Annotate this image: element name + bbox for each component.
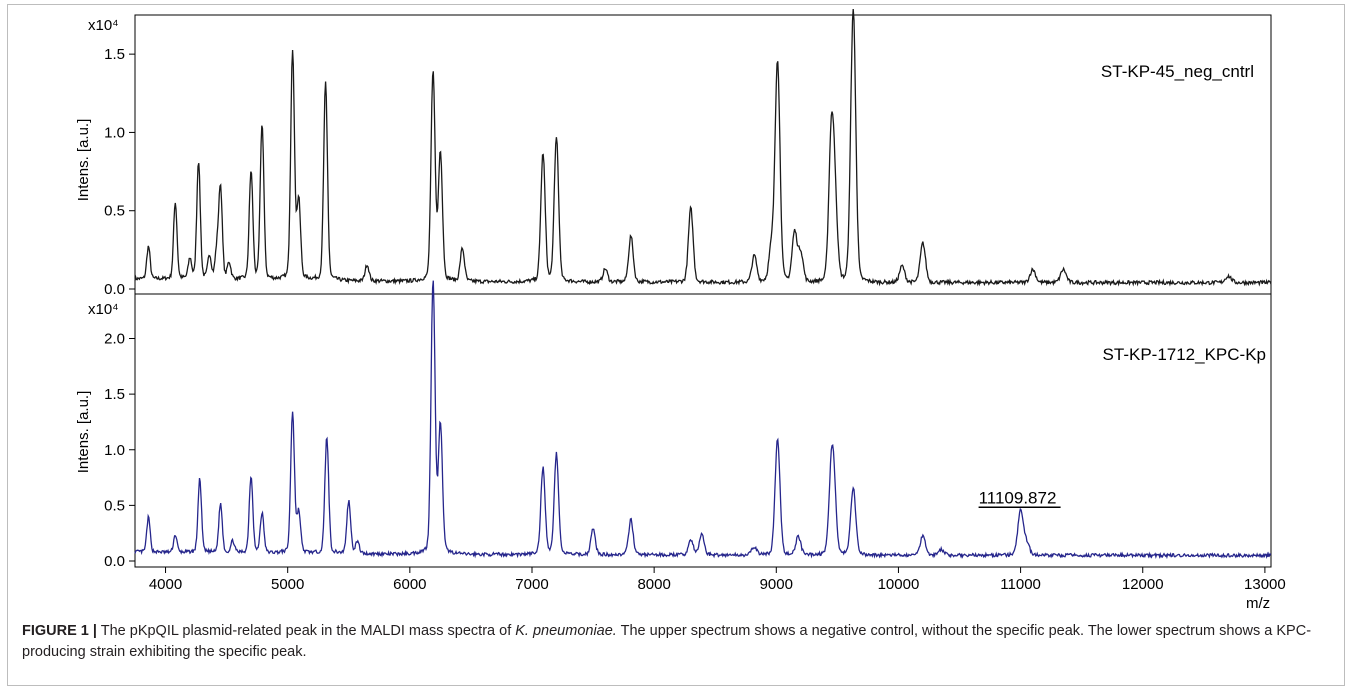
spectra-chart: x10⁴ Intens. [a.u.] ST-KP-45_neg_cntrl 0… (75, 9, 1286, 612)
caption-text-1: The pKpQIL plasmid-related peak in the M… (96, 623, 516, 639)
x-tick-label: 9000 (760, 576, 793, 593)
upper-y-axis-label: Intens. [a.u.] (75, 119, 92, 202)
upper-spectrum-trace (134, 9, 1272, 287)
upper-y-tick-label: 1.0 (104, 124, 125, 141)
x-tick-label: 13000 (1244, 576, 1286, 593)
caption-text-2: The upper spectrum shows a negative cont… (22, 623, 1312, 660)
lower-y-tick-label: 2.0 (104, 331, 125, 348)
lower-y-tick-label: 0.5 (104, 497, 125, 514)
lower-panel: x10⁴ Intens. [a.u.] ST-KP-1712_KPC-Kp 0.… (75, 280, 1286, 612)
figure-caption: FIGURE 1 | The pKpQIL plasmid-related pe… (22, 621, 1322, 663)
x-tick-label: 12000 (1122, 576, 1164, 593)
peak-annotation-label: 11109.872 (979, 488, 1057, 507)
upper-spectrum-label: ST-KP-45_neg_cntrl (1101, 62, 1254, 81)
lower-spectrum-label: ST-KP-1712_KPC-Kp (1103, 345, 1266, 364)
lower-y-axis-label: Intens. [a.u.] (75, 391, 92, 474)
lower-y-tick-label: 1.0 (104, 442, 125, 459)
upper-y-multiplier: x10⁴ (88, 17, 119, 34)
lower-y-tick-label: 0.0 (104, 553, 125, 570)
x-tick-label: 11000 (1000, 576, 1041, 593)
lower-plot-frame (134, 293, 1272, 568)
x-tick-label: 7000 (515, 576, 548, 593)
x-tick-label: 8000 (637, 576, 670, 593)
x-tick-label: 4000 (149, 576, 182, 593)
upper-y-tick-label: 1.5 (104, 46, 125, 63)
x-axis-label: m/z (1246, 595, 1270, 612)
upper-y-tick-label: 0.0 (104, 281, 125, 298)
x-tick-label: 6000 (393, 576, 426, 593)
lower-spectrum-trace (134, 280, 1272, 560)
upper-panel: x10⁴ Intens. [a.u.] ST-KP-45_neg_cntrl 0… (75, 9, 1272, 298)
lower-y-tick-label: 1.5 (104, 386, 125, 403)
caption-label: FIGURE 1 | (22, 623, 97, 639)
caption-species: K. pneumoniae. (515, 623, 617, 639)
x-axis-ticks: 4000 5000 6000 7000 8000 9000 10000 11000 12000 1… (149, 567, 1286, 593)
lower-y-ticks: 0.0 0.5 1.0 1.5 2.0 (104, 331, 135, 570)
lower-y-multiplier: x10⁴ (88, 301, 119, 318)
upper-plot-frame (134, 14, 1272, 295)
figure-frame (7, 4, 1345, 686)
x-tick-label: 10000 (878, 576, 920, 593)
upper-y-tick-label: 0.5 (104, 203, 125, 220)
x-tick-label: 5000 (271, 576, 304, 593)
upper-y-ticks: 0.0 0.5 1.0 1.5 (104, 46, 135, 298)
